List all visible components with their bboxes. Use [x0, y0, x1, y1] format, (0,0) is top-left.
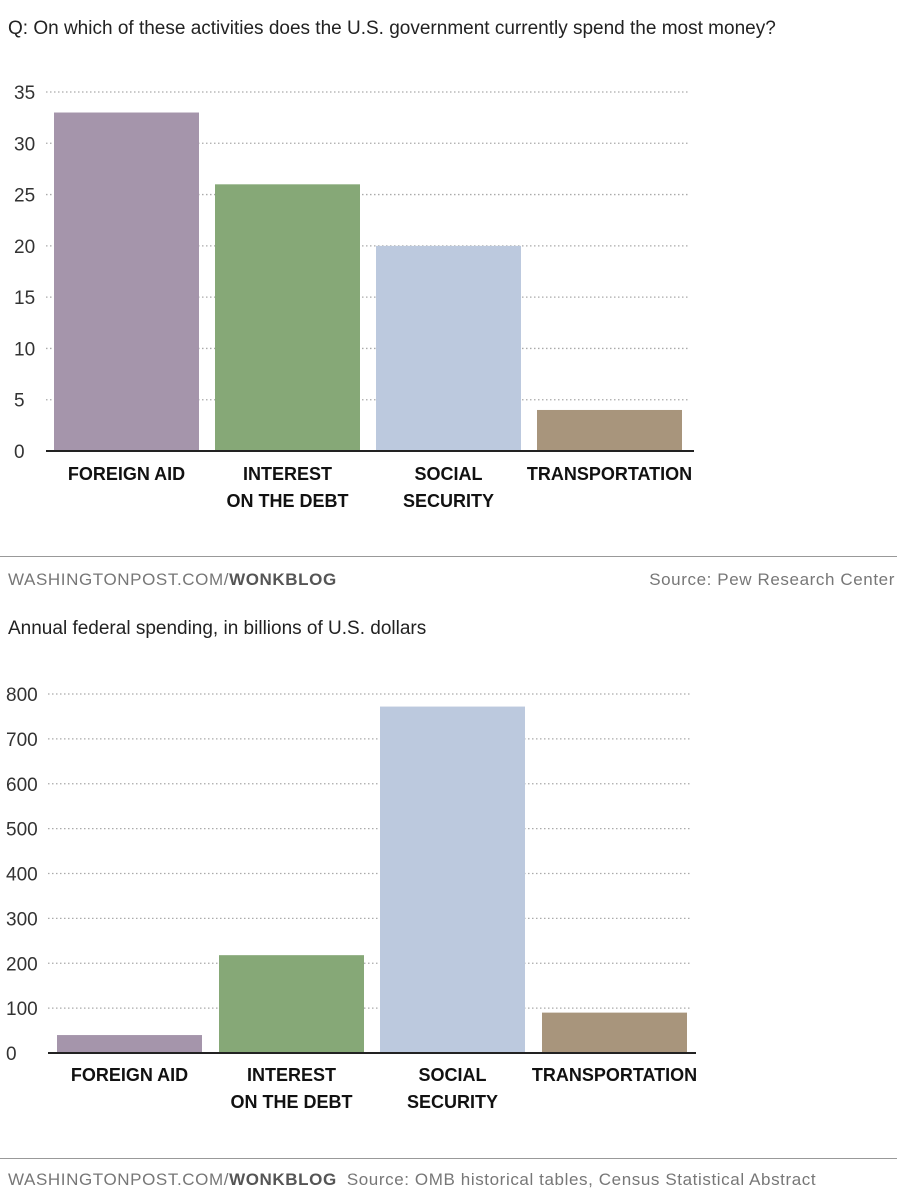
- y-tick-label: 600: [6, 775, 38, 796]
- y-tick-label: 35: [14, 83, 35, 104]
- bar: [219, 955, 364, 1053]
- y-tick-label: 0: [14, 442, 25, 463]
- y-tick-label: 500: [6, 820, 38, 841]
- bar: [376, 245, 521, 451]
- category-label: FOREIGN AID: [71, 1065, 188, 1085]
- y-tick-label: 0: [6, 1044, 17, 1065]
- bar: [57, 1035, 202, 1053]
- footer-blog: WONKBLOG: [229, 570, 337, 589]
- divider: [0, 556, 897, 557]
- survey-bar-chart: 0 5 10 15 20 25 30 35 FOREIGN AID INTEREST ON THE …: [14, 83, 694, 511]
- footer-blog: WONKBLOG: [229, 1170, 337, 1189]
- spending-bar-chart: 0 100 200 300 400 500 600 700 800 FOREIGN AID INTE…: [6, 685, 697, 1112]
- y-tick-label: 700: [6, 730, 38, 751]
- y-tick-label: 800: [6, 685, 38, 706]
- survey-chart-panel: Q: On which of these activities does the…: [0, 0, 897, 560]
- category-label: SOCIAL: [414, 464, 482, 484]
- category-label: ON THE DEBT: [226, 491, 348, 511]
- category-label: TRANSPORTATION: [527, 464, 692, 484]
- y-tick-label: 300: [6, 909, 38, 930]
- footer-2: WASHINGTONPOST.COM/WONKBLOG Source: OMB h…: [8, 1170, 895, 1190]
- y-tick-label: 20: [14, 237, 35, 258]
- category-label: SECURITY: [403, 491, 494, 511]
- category-label: INTEREST: [243, 464, 332, 484]
- y-tick-label: 5: [14, 391, 25, 412]
- category-label: INTEREST: [247, 1065, 336, 1085]
- footer-source: Source: Pew Research Center: [649, 570, 895, 589]
- spending-chart-panel: Annual federal spending, in billions of …: [0, 560, 897, 1200]
- bar: [542, 1012, 687, 1053]
- category-label: SECURITY: [407, 1092, 498, 1112]
- bar: [54, 112, 199, 451]
- y-tick-label: 10: [14, 339, 35, 360]
- y-tick-label: 200: [6, 954, 38, 975]
- category-label: ON THE DEBT: [230, 1092, 352, 1112]
- bar: [215, 184, 360, 452]
- y-tick-label: 100: [6, 999, 38, 1020]
- y-tick-label: 400: [6, 865, 38, 886]
- category-label: SOCIAL: [418, 1065, 486, 1085]
- y-tick-label: 15: [14, 288, 35, 309]
- category-label: TRANSPORTATION: [532, 1065, 697, 1085]
- bar: [380, 706, 525, 1053]
- footer-site: WASHINGTONPOST.COM/: [8, 1170, 230, 1189]
- chart-title: Q: On which of these activities does the…: [8, 18, 776, 39]
- footer-1: WASHINGTONPOST.COM/WONKBLOG Source: Pew …: [8, 570, 895, 590]
- divider: [0, 1158, 897, 1159]
- y-tick-label: 30: [14, 134, 35, 155]
- footer-source: Source: OMB historical tables, Census St…: [346, 1170, 817, 1189]
- y-tick-label: 25: [14, 186, 35, 207]
- category-label: FOREIGN AID: [68, 464, 185, 484]
- bar: [537, 409, 682, 451]
- footer-site: WASHINGTONPOST.COM/: [8, 570, 230, 589]
- chart-title: Annual federal spending, in billions of …: [8, 618, 427, 639]
